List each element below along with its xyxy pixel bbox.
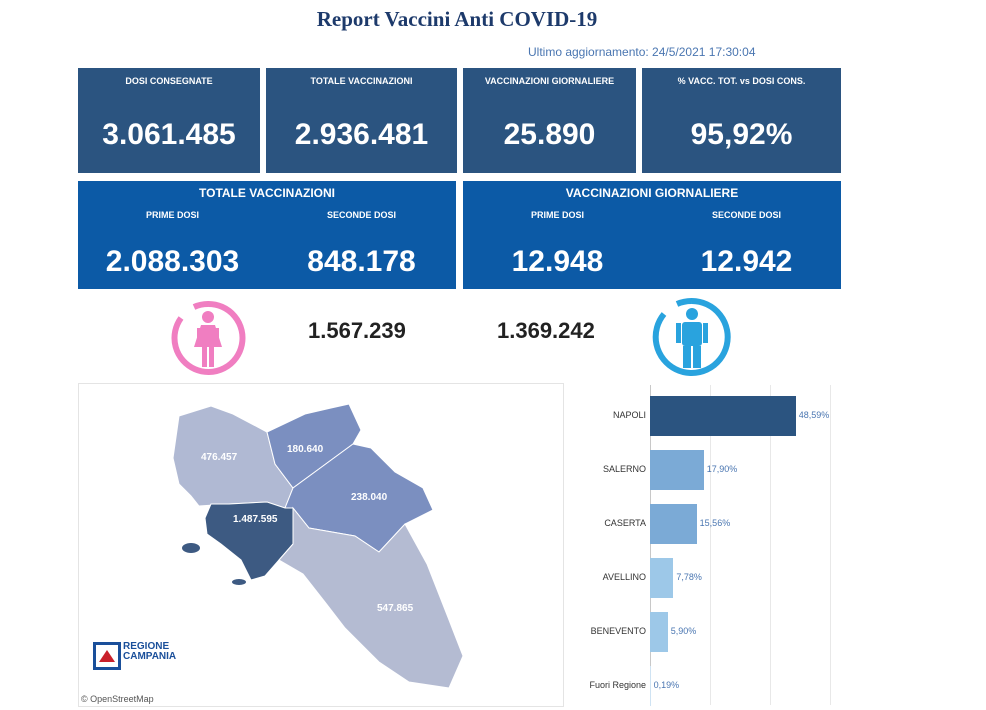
male-count: 1.369.242 xyxy=(497,318,595,343)
chart-grid-line xyxy=(770,385,771,705)
kpi-dosi-consegnate: DOSI CONSEGNATE 3.061.485 xyxy=(78,68,260,173)
seconde-dosi-label: SECONDE DOSI xyxy=(711,210,781,220)
province-bar-chart[interactable]: NAPOLI 48,59% SALERNO 17,90% CASERTA 15,56% AV… xyxy=(570,383,840,706)
kpi-vaccinazioni-giornaliere: VACCINAZIONI GIORNALIERE 25.890 xyxy=(463,68,636,173)
chart-value-label: 7,78% xyxy=(676,572,702,582)
chart-category-label: Fuori Regione xyxy=(589,680,646,690)
chart-value-label: 0,19% xyxy=(653,680,680,690)
panel-vaccinazioni-giornaliere: VACCINAZIONI GIORNALIERE PRIME DOSI SECO… xyxy=(463,181,841,289)
seconde-dosi-value: 848.178 xyxy=(307,245,416,278)
campania-map[interactable]: 476.457 180.640 238.040 1.487.595 547.86… xyxy=(78,383,564,707)
kpi-value: 95,92% xyxy=(690,118,793,151)
map-label-salerno: 547.865 xyxy=(377,603,414,614)
kpi-totale-vaccinazioni: TOTALE VACCINAZIONI 2.936.481 xyxy=(266,68,457,173)
chart-grid-line xyxy=(830,385,831,705)
chart-value-label: 5,90% xyxy=(670,626,697,636)
kpi-value: 3.061.485 xyxy=(102,118,236,151)
panel-title: TOTALE VACCINAZIONI xyxy=(199,186,335,200)
report-title: Report Vaccini Anti COVID-19 xyxy=(316,7,598,31)
map-svg xyxy=(172,403,464,689)
kpi-value: 25.890 xyxy=(503,118,596,151)
panel-totale-vaccinazioni: TOTALE VACCINAZIONI PRIME DOSI SECONDE D… xyxy=(78,181,456,289)
prime-dosi-value: 2.088.303 xyxy=(105,245,240,278)
map-region-napoli xyxy=(204,501,294,581)
kpi-label: DOSI CONSEGNATE xyxy=(125,76,213,86)
kpi-label: VACCINAZIONI GIORNALIERE xyxy=(484,76,615,86)
regione-campania-logo: REGIONE CAMPANIA xyxy=(123,642,176,662)
female-icon xyxy=(171,300,246,375)
map-region-salerno xyxy=(278,506,464,689)
chart-bar[interactable] xyxy=(650,396,796,436)
map-label-benevento: 180.640 xyxy=(287,444,324,455)
chart-bar[interactable] xyxy=(650,612,668,652)
seconde-dosi-label: SECONDE DOSI xyxy=(326,210,396,220)
chart-value-label: 17,90% xyxy=(706,464,738,474)
map-label-napoli: 1.487.595 xyxy=(233,514,278,525)
logo-line1: REGIONE xyxy=(123,641,170,652)
chart-bar[interactable] xyxy=(650,558,674,598)
chart-axis-line xyxy=(650,385,651,705)
chart-category-label: CASERTA xyxy=(604,518,646,528)
map-region-benevento xyxy=(266,403,362,489)
kpi-percentuale: % VACC. TOT. vs DOSI CONS. 95,92% xyxy=(642,68,841,173)
last-updated: Ultimo aggiornamento: 24/5/2021 17:30:04 xyxy=(528,45,756,59)
kpi-value: 2.936.481 xyxy=(294,118,429,151)
chart-value-label: 15,56% xyxy=(699,518,731,528)
chart-category-label: AVELLINO xyxy=(602,572,646,582)
chart-category-label: NAPOLI xyxy=(612,410,646,420)
prime-dosi-label: PRIME DOSI xyxy=(530,210,584,220)
osm-attribution[interactable]: © OpenStreetMap xyxy=(81,694,154,704)
chart-bar[interactable] xyxy=(650,666,651,706)
chart-category-label: SALERNO xyxy=(602,464,646,474)
regione-campania-logo-icon xyxy=(93,642,121,670)
chart-bar[interactable] xyxy=(650,504,697,544)
map-label-avellino: 238.040 xyxy=(351,492,388,503)
chart-grid-line xyxy=(710,385,711,705)
panel-title: VACCINAZIONI GIORNALIERE xyxy=(565,186,739,200)
kpi-label: % VACC. TOT. vs DOSI CONS. xyxy=(677,76,806,86)
prime-dosi-label: PRIME DOSI xyxy=(145,210,199,220)
seconde-dosi-value: 12.942 xyxy=(700,245,793,278)
male-icon xyxy=(652,298,731,376)
map-label-caserta: 476.457 xyxy=(201,452,238,463)
prime-dosi-value: 12.948 xyxy=(511,245,604,278)
chart-category-label: BENEVENTO xyxy=(590,626,646,636)
map-ischia xyxy=(182,543,200,553)
chart-value-label: 48,59% xyxy=(798,410,830,420)
kpi-label: TOTALE VACCINAZIONI xyxy=(310,76,413,86)
logo-line2: CAMPANIA xyxy=(123,651,177,662)
map-capri xyxy=(232,579,246,585)
chart-bar[interactable] xyxy=(650,450,704,490)
female-count: 1.567.239 xyxy=(308,318,406,343)
